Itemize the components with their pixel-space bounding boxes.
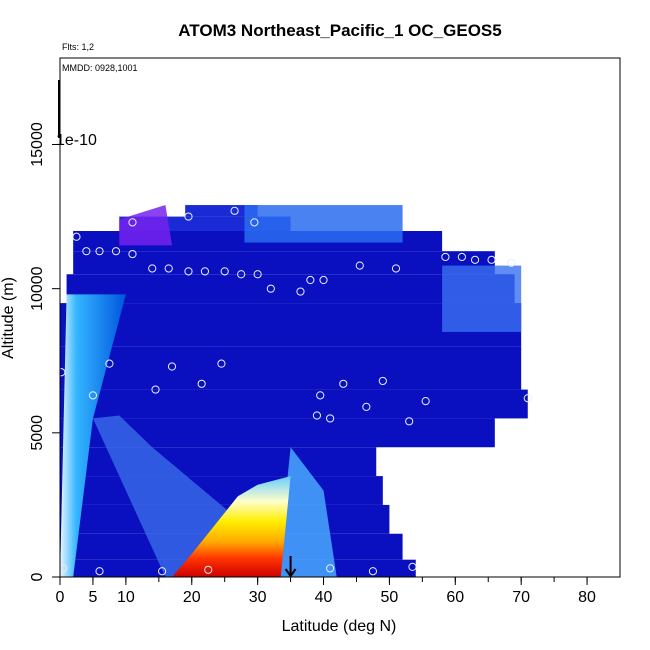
- field-right-patch: [442, 265, 522, 332]
- x-tick-label: 40: [315, 589, 333, 606]
- field-band: [60, 476, 383, 505]
- x-tick-label: 5: [88, 589, 97, 606]
- sample-point: [184, 267, 193, 276]
- sample-point: [95, 567, 104, 576]
- y-tick-label: 0: [29, 572, 46, 581]
- sample-point: [105, 359, 114, 368]
- sample-point: [95, 247, 104, 256]
- sample-point: [197, 379, 206, 388]
- sample-point: [457, 252, 466, 262]
- sample-point: [470, 255, 480, 264]
- sample-point: [164, 264, 173, 273]
- sample-point: [253, 270, 262, 279]
- x-tick-label: 10: [117, 589, 135, 606]
- sample-point: [72, 232, 81, 241]
- y-tick-label: 15000: [29, 122, 46, 167]
- sample-point: [88, 391, 98, 400]
- sample-point: [200, 267, 210, 276]
- sample-point: [128, 218, 137, 227]
- x-tick-label: 0: [56, 589, 65, 606]
- latitude-marker-arrow: [284, 556, 297, 578]
- sample-point: [355, 261, 364, 270]
- sample-point: [57, 368, 66, 377]
- x-axis-label: Latitude (deg N): [282, 618, 397, 635]
- sample-point: [306, 275, 315, 285]
- plot-frame: [59, 57, 621, 578]
- sample-point: [148, 264, 157, 273]
- sample-points: [57, 206, 532, 576]
- field-purple-patch: [119, 205, 172, 246]
- sample-point: [220, 267, 229, 276]
- flights-annotation: Flts: 1,2: [62, 42, 94, 52]
- sample-point: [237, 270, 246, 279]
- sample-point: [151, 385, 160, 394]
- sample-point: [312, 411, 322, 420]
- sample-point: [441, 252, 450, 262]
- field-band: [60, 389, 528, 419]
- field-band: [60, 346, 522, 390]
- sample-point: [421, 397, 430, 406]
- x-tick-label: 20: [183, 589, 201, 606]
- x-tick-label: 70: [512, 589, 530, 606]
- x-tick-label: 50: [381, 589, 399, 606]
- sample-point: [217, 359, 226, 368]
- arrow-head: [284, 568, 297, 578]
- sample-point: [250, 218, 259, 227]
- sample-point: [391, 264, 401, 273]
- chart-title: ATOM3 Northeast_Pacific_1 OC_GEOS5: [178, 21, 501, 40]
- sample-point: [184, 212, 193, 221]
- sample-point: [326, 414, 335, 423]
- y-tick-label: 10000: [29, 266, 46, 311]
- sample-point: [362, 402, 371, 411]
- x-tick-label: 80: [578, 589, 596, 606]
- y-tick-label: 5000: [29, 415, 46, 451]
- sample-point: [368, 567, 378, 576]
- sample-point: [266, 284, 275, 293]
- field-light-wedge: [277, 447, 337, 577]
- field-band: [73, 251, 495, 275]
- sample-point: [316, 391, 325, 400]
- sample-point: [405, 417, 414, 426]
- x-tick-label: 30: [249, 589, 267, 606]
- sample-point: [378, 376, 387, 386]
- field-band: [66, 274, 515, 304]
- sample-point: [82, 247, 91, 256]
- sample-point: [487, 255, 496, 264]
- y-axis: 0 5000 10000 15000: [29, 122, 60, 581]
- sample-point: [204, 565, 213, 574]
- sample-point: [523, 394, 532, 403]
- scale-label: 1e-10: [56, 132, 97, 149]
- field-upper-light-patch: [244, 205, 403, 243]
- sample-point: [111, 247, 121, 256]
- field-high-concentration-plume: [172, 476, 291, 577]
- y-axis-label: Altitude (m): [0, 277, 17, 359]
- sample-point: [326, 564, 335, 573]
- sample-point: [319, 275, 328, 285]
- sample-point: [158, 567, 167, 576]
- sample-point: [296, 287, 305, 296]
- field-band: [185, 205, 258, 217]
- sample-point: [339, 379, 348, 388]
- field-band: [60, 447, 377, 477]
- sample-point: [230, 206, 239, 215]
- sample-point: [507, 258, 516, 267]
- sample-point: [167, 362, 177, 371]
- sample-point: [408, 562, 417, 572]
- field-left-light-column: [60, 294, 126, 577]
- x-axis: 0 5 10 20 30 40 50 60 70 80: [56, 577, 596, 606]
- sample-point: [128, 249, 137, 259]
- heatmap-field: [60, 205, 528, 577]
- dates-annotation: MMDD: 0928,1001: [62, 63, 138, 73]
- x-tick-label: 60: [446, 589, 464, 606]
